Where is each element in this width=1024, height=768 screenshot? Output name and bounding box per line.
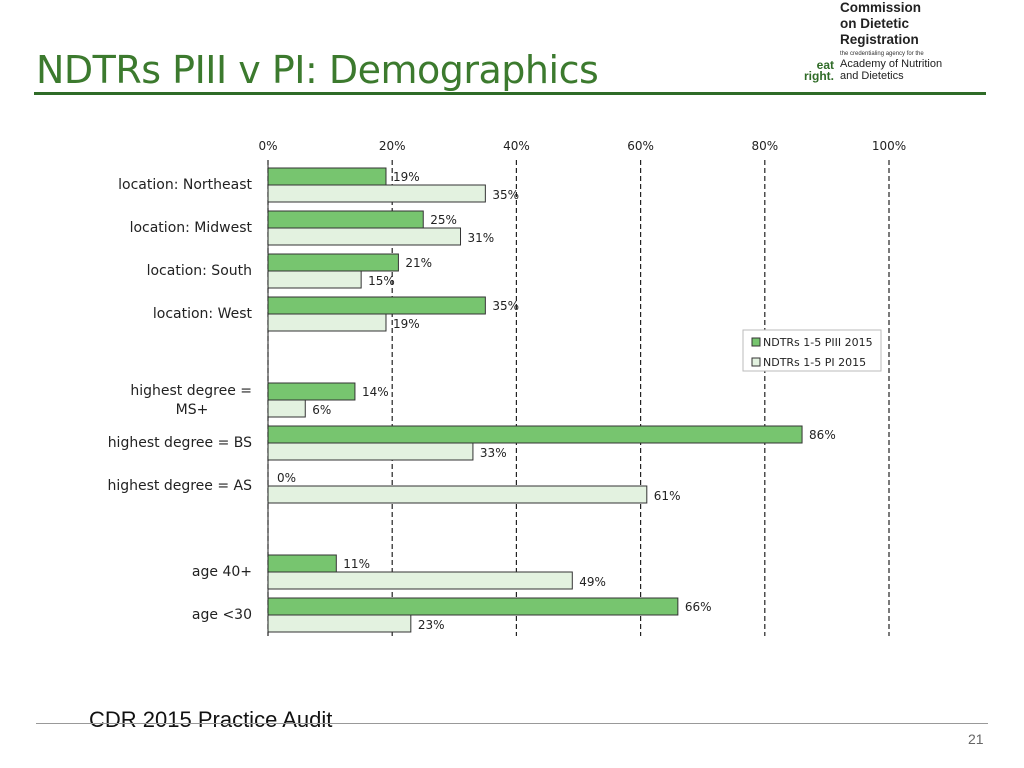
legend-swatch-piii: [751, 337, 761, 347]
x-tick-label: 60%: [627, 139, 654, 153]
x-tick-label: 20%: [379, 139, 406, 153]
data-label: 49%: [579, 575, 606, 589]
footer-divider: [36, 723, 988, 724]
data-label: 66%: [685, 600, 712, 614]
logo-name: Commission on Dietetic Registration: [840, 0, 921, 48]
data-label: 86%: [809, 428, 836, 442]
bar-piii: [267, 554, 337, 573]
data-label: 61%: [654, 489, 681, 503]
category-label: location: Northeast: [118, 177, 252, 193]
bar-piii: [267, 210, 424, 229]
logo-line-2: on Dietetic: [840, 16, 910, 31]
category-label: location: South: [147, 263, 252, 279]
category-label: location: Midwest: [130, 220, 253, 236]
bar-pi: [267, 227, 462, 246]
data-label: 15%: [368, 274, 395, 288]
legend-box: [742, 329, 882, 372]
bar-piii: [267, 253, 399, 272]
bar-pi: [267, 184, 486, 203]
academy-name: Academy of Nutrition and Dietetics: [840, 58, 942, 82]
eat-right-line-1: eat: [816, 58, 834, 72]
eat-right-logo: eat right.: [802, 58, 834, 83]
eat-right-line-2: right.: [804, 69, 834, 83]
category-label: highest degree = BS: [108, 435, 252, 451]
bar-piii: [267, 167, 387, 186]
academy-line-1: Academy of Nutrition: [840, 58, 943, 70]
bar-pi: [267, 399, 306, 418]
x-tick-label: 80%: [751, 139, 778, 153]
category-label: location: West: [153, 306, 253, 322]
bar-pi: [267, 313, 387, 332]
legend-swatch-pi: [751, 357, 761, 367]
bar-piii: [267, 382, 356, 401]
bar-pi: [267, 270, 362, 289]
title-divider: [34, 92, 986, 95]
logo-line-3: Registration: [840, 32, 919, 47]
bar-piii: [267, 425, 803, 444]
data-label: 21%: [405, 256, 432, 270]
bar-piii: [267, 597, 679, 616]
bar-piii: [267, 296, 486, 315]
page-number: 21: [968, 731, 984, 747]
category-label: highest degree = AS: [107, 478, 252, 494]
data-label: 19%: [393, 170, 420, 184]
bar-pi: [267, 571, 573, 590]
data-label: 35%: [492, 299, 519, 313]
bar-pi: [267, 442, 474, 461]
category-label: MS+: [176, 402, 209, 418]
legend-label: NDTRs 1-5 PIII 2015: [763, 336, 873, 349]
legend-label: NDTRs 1-5 PI 2015: [763, 356, 866, 369]
data-label: 11%: [343, 557, 370, 571]
x-tick-label: 100%: [872, 139, 906, 153]
bar-pi: [267, 614, 412, 633]
logo-line-1: Commission: [840, 0, 922, 15]
slide-title: NDTRs PIII v PI: Demographics: [36, 48, 599, 92]
bar-pi: [267, 485, 648, 504]
data-label: 25%: [430, 213, 457, 227]
data-label: 35%: [492, 188, 519, 202]
data-label: 6%: [312, 403, 331, 417]
footer-text: CDR 2015 Practice Audit: [89, 707, 333, 732]
data-label: 31%: [468, 231, 495, 245]
category-label: age 40+: [192, 564, 252, 580]
logo-tagline: the credentialing agency for the: [840, 51, 924, 57]
x-tick-label: 0%: [258, 139, 277, 153]
data-label: 23%: [418, 618, 445, 632]
data-label: 33%: [480, 446, 507, 460]
category-label: highest degree =: [130, 383, 252, 399]
data-label: 14%: [362, 385, 389, 399]
academy-line-2: and Dietetics: [840, 70, 904, 82]
data-label: 19%: [393, 317, 420, 331]
x-tick-label: 40%: [503, 139, 530, 153]
cdr-logo: Commission on Dietetic Registration the …: [800, 0, 960, 90]
data-label: 0%: [277, 471, 296, 485]
category-label: age <30: [192, 607, 252, 623]
